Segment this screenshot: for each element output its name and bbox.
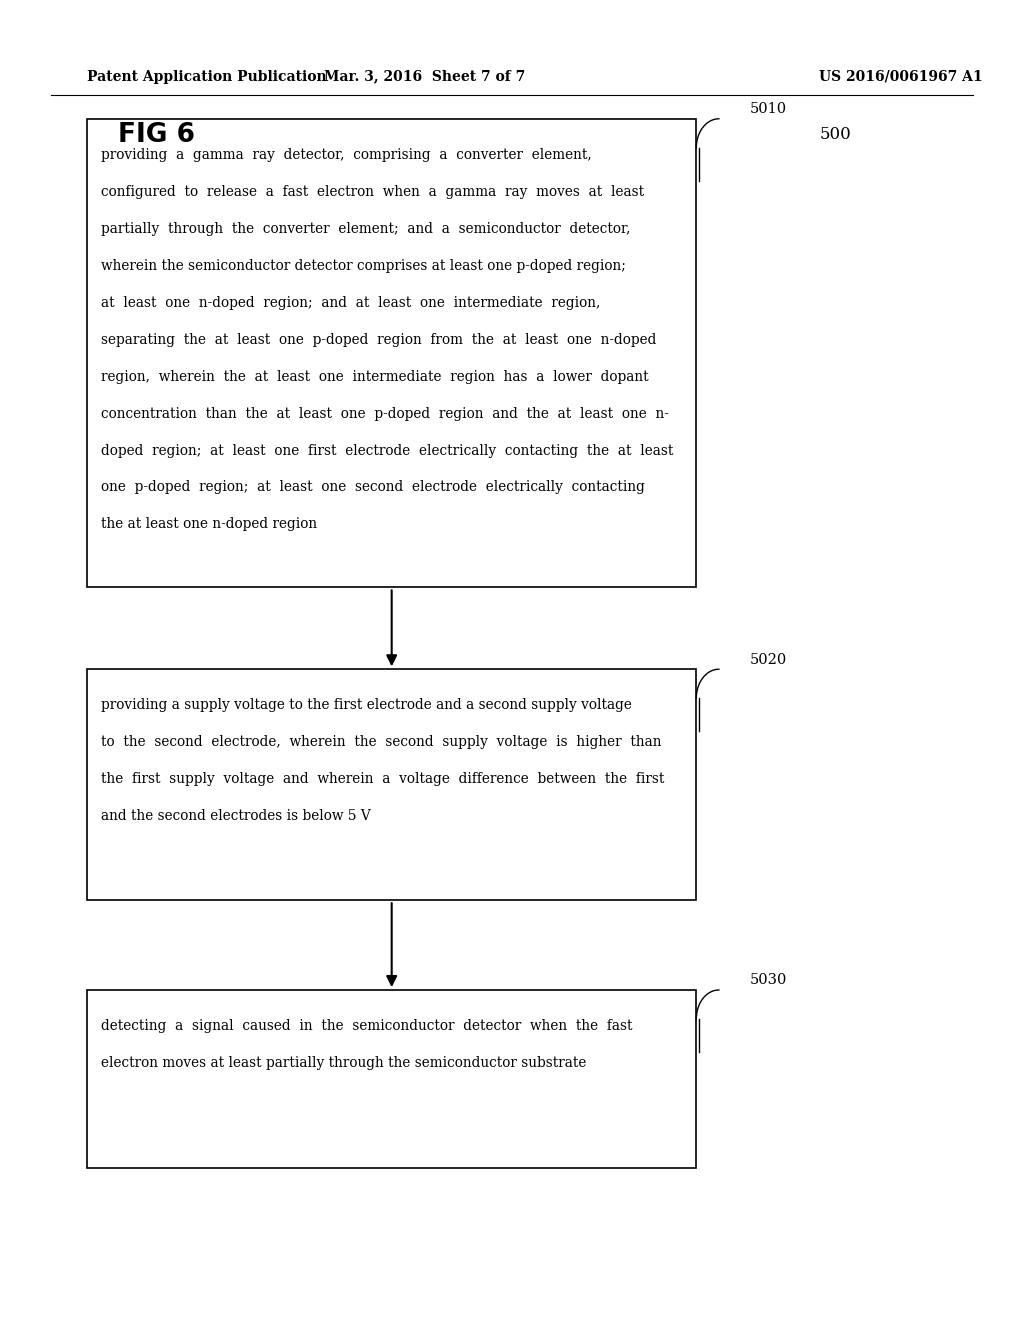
Text: configured  to  release  a  fast  electron  when  a  gamma  ray  moves  at  leas: configured to release a fast electron wh… [101,185,644,199]
Text: Mar. 3, 2016  Sheet 7 of 7: Mar. 3, 2016 Sheet 7 of 7 [325,70,525,83]
Text: providing  a  gamma  ray  detector,  comprising  a  converter  element,: providing a gamma ray detector, comprisi… [101,148,592,162]
Text: 5030: 5030 [750,973,786,987]
Text: Patent Application Publication: Patent Application Publication [87,70,327,83]
Bar [87,669,696,900]
Text: and the second electrodes is below 5 V: and the second electrodes is below 5 V [101,809,371,824]
Text: 5010: 5010 [750,102,786,116]
Text: to  the  second  electrode,  wherein  the  second  supply  voltage  is  higher  : to the second electrode, wherein the sec… [101,735,662,750]
Text: separating  the  at  least  one  p-doped  region  from  the  at  least  one  n-d: separating the at least one p-doped regi… [101,333,656,347]
Text: doped  region;  at  least  one  first  electrode  electrically  contacting  the : doped region; at least one first electro… [101,444,674,458]
Text: FIG 6: FIG 6 [118,121,195,148]
Text: US 2016/0061967 A1: US 2016/0061967 A1 [819,70,983,83]
Text: wherein the semiconductor detector comprises at least one p-doped region;: wherein the semiconductor detector compr… [101,259,627,273]
Text: providing a supply voltage to the first electrode and a second supply voltage: providing a supply voltage to the first … [101,698,632,713]
Text: 5020: 5020 [750,652,786,667]
Bar [87,119,696,587]
Text: electron moves at least partially through the semiconductor substrate: electron moves at least partially throug… [101,1056,587,1071]
Text: the at least one n-doped region: the at least one n-doped region [101,517,317,532]
Text: region,  wherein  the  at  least  one  intermediate  region  has  a  lower  dopa: region, wherein the at least one interme… [101,370,649,384]
Text: one  p-doped  region;  at  least  one  second  electrode  electrically  contacti: one p-doped region; at least one second … [101,480,645,495]
Text: 500: 500 [819,127,851,143]
Bar [87,990,696,1168]
Text: the  first  supply  voltage  and  wherein  a  voltage  difference  between  the : the first supply voltage and wherein a v… [101,772,665,787]
Text: concentration  than  the  at  least  one  p-doped  region  and  the  at  least  : concentration than the at least one p-do… [101,407,670,421]
Text: detecting  a  signal  caused  in  the  semiconductor  detector  when  the  fast: detecting a signal caused in the semicon… [101,1019,633,1034]
Text: partially  through  the  converter  element;  and  a  semiconductor  detector,: partially through the converter element;… [101,222,631,236]
Text: at  least  one  n-doped  region;  and  at  least  one  intermediate  region,: at least one n-doped region; and at leas… [101,296,601,310]
